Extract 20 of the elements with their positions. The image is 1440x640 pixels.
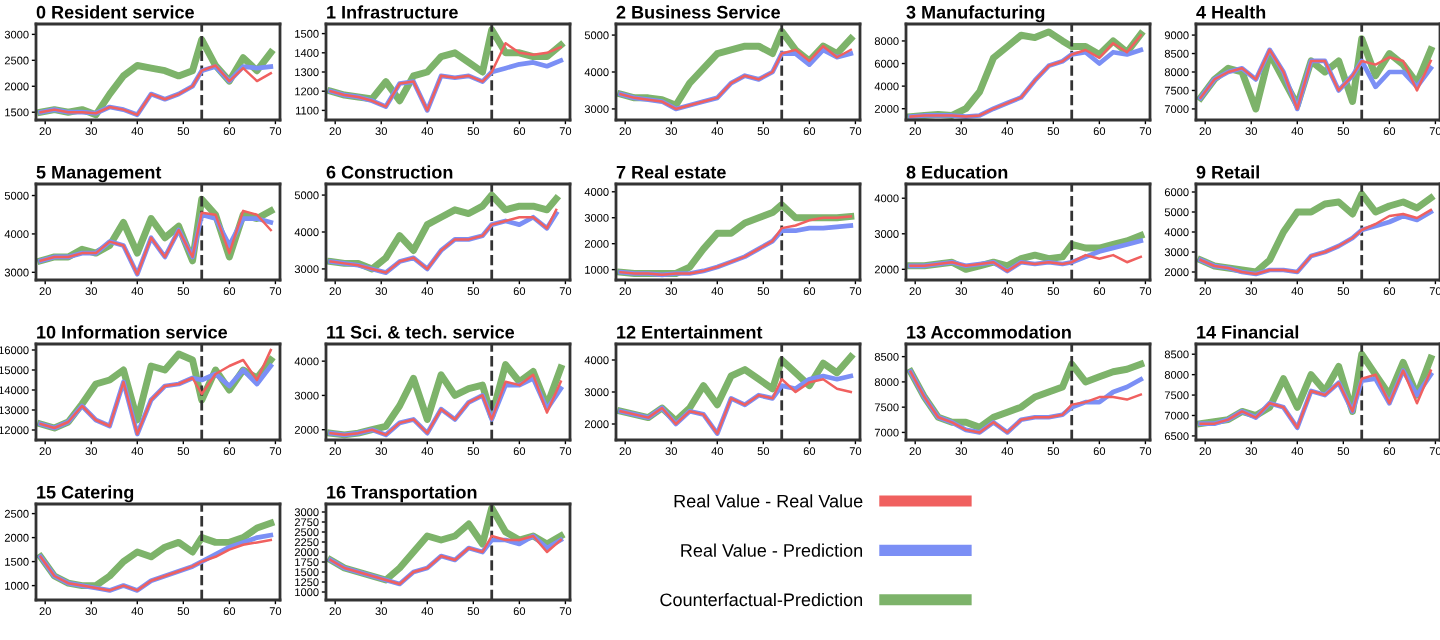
chart-title: 2 Business Service <box>616 5 780 19</box>
chart-title: 3 Manufacturing <box>906 5 1045 23</box>
chart-title: 9 Retail <box>1196 165 1259 179</box>
chart-title: 15 Catering <box>37 485 134 503</box>
chart-title: 16 Transportation <box>327 485 477 503</box>
legend-label: Real Value - Real Value <box>674 494 863 508</box>
chart-title: 7 Real estate <box>616 165 726 179</box>
chart-title: 1 Infrastructure <box>327 5 458 19</box>
chart-title: 12 Entertainment <box>617 325 763 339</box>
chart-title: 8 Education <box>906 165 1008 179</box>
chart-title: 14 Financial <box>1197 325 1299 339</box>
chart-title: 13 Accommodation <box>907 325 1071 339</box>
chart-title: 10 Information service <box>37 325 228 339</box>
chart-title: 6 Construction <box>326 165 453 179</box>
legend-label: Counterfactual-Prediction <box>660 592 863 607</box>
chart-title: 5 Management <box>36 166 162 183</box>
chart-title: 0 Resident service <box>36 5 194 19</box>
chart-title: 4 Health <box>1196 5 1266 19</box>
chart-title: 11 Sci. & tech. service <box>327 325 515 339</box>
legend-label: Real Value - Prediction <box>681 543 863 557</box>
